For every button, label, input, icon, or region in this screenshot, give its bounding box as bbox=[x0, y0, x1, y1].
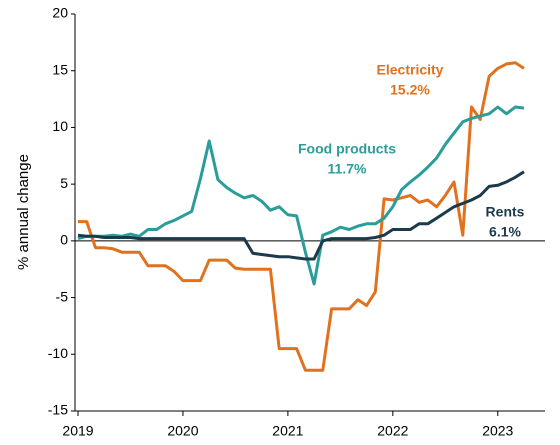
series-end-label: 11.7% bbox=[328, 161, 367, 177]
series-end-label: 6.1% bbox=[489, 224, 521, 240]
x-tick-label: 2022 bbox=[377, 423, 408, 439]
y-tick-label: 15 bbox=[52, 61, 68, 77]
x-tick-label: 2019 bbox=[62, 423, 93, 439]
y-tick-label: -5 bbox=[56, 288, 69, 304]
y-tick-label: -15 bbox=[48, 402, 68, 418]
series-line bbox=[77, 170, 525, 261]
series-line bbox=[77, 105, 525, 286]
series-label: Food products bbox=[298, 141, 396, 157]
y-axis-label: % annual change bbox=[15, 154, 32, 270]
series-label: Electricity bbox=[377, 62, 444, 78]
series-end-label: 15.2% bbox=[390, 82, 430, 98]
y-tick-label: 0 bbox=[60, 232, 68, 248]
y-tick-label: 20 bbox=[52, 5, 68, 21]
series-line bbox=[78, 61, 525, 372]
y-tick-label: 10 bbox=[52, 118, 68, 134]
x-tick-label: 2021 bbox=[272, 423, 303, 439]
x-tick-label: 2023 bbox=[482, 423, 513, 439]
y-tick-label: -10 bbox=[48, 345, 68, 361]
x-tick-label: 2020 bbox=[167, 423, 198, 439]
series-label: Rents bbox=[486, 204, 525, 220]
y-tick-label: 5 bbox=[60, 175, 68, 191]
